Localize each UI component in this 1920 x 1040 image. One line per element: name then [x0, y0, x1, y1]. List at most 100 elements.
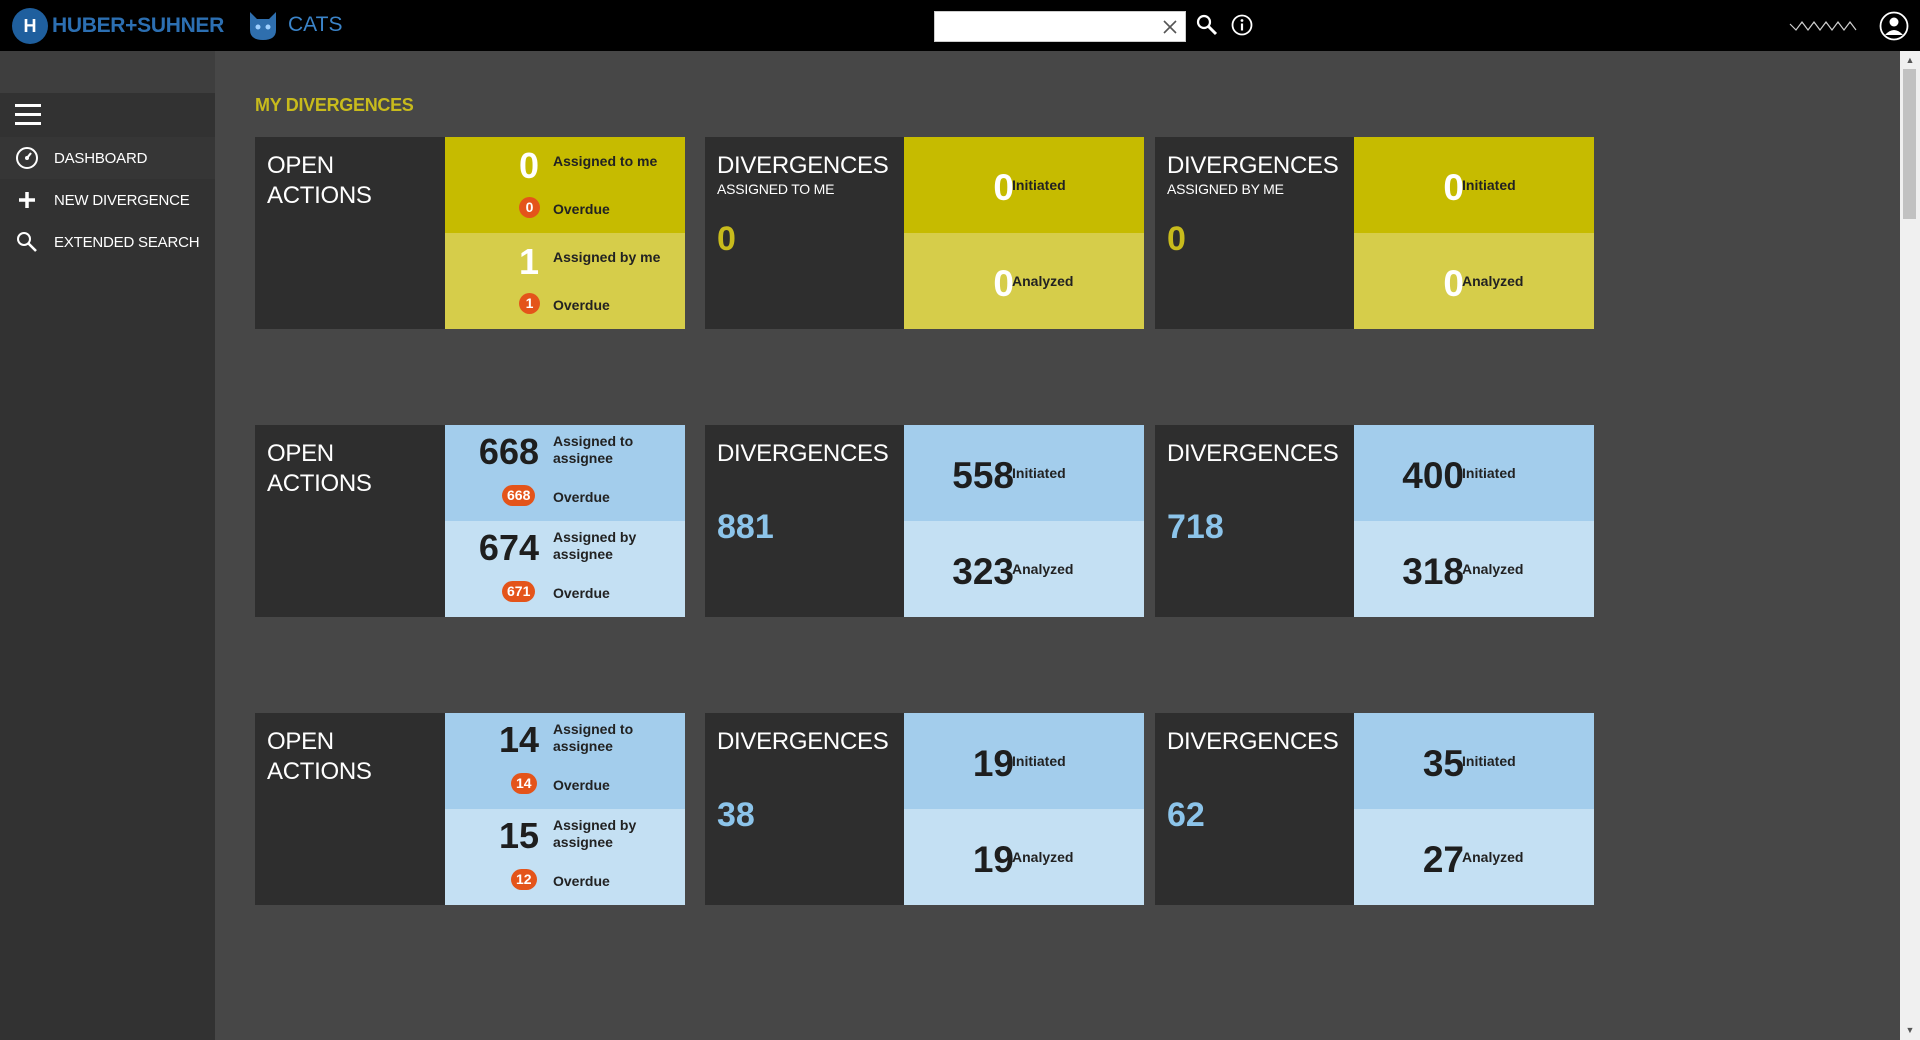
section-title: MY DIVERGENCES — [255, 95, 414, 115]
sidebar-item-new-divergence[interactable]: NEW DIVERGENCE — [0, 179, 215, 221]
initiated-cell[interactable]: 35 Initiated — [1354, 713, 1594, 809]
open-actions-card[interactable]: OPEN ACTIONS 14 Assigned to assignee 14 Ov… — [255, 713, 685, 905]
overdue-badge: 1 — [519, 293, 540, 314]
total-count: 881 — [717, 508, 774, 546]
analyzed-label: Analyzed — [1012, 273, 1074, 289]
stat-label: Assigned to assignee — [553, 433, 634, 466]
app-logo[interactable]: CATS — [246, 8, 342, 42]
overdue-label: Overdue — [553, 489, 610, 505]
analyzed-value: 0 — [1443, 263, 1464, 304]
total-count: 718 — [1167, 508, 1224, 546]
assigned-to-cell[interactable]: 668 Assigned to assignee 668 Overdue — [445, 425, 685, 521]
sidebar-top-strip — [0, 51, 215, 93]
sidebar-item-extended-search[interactable]: EXTENDED SEARCH — [0, 221, 215, 263]
analyzed-cell[interactable]: 318 Analyzed — [1354, 521, 1594, 617]
search-icon[interactable] — [1195, 13, 1219, 37]
card-subtitle: ASSIGNED TO ME — [717, 181, 835, 197]
stat-label: Assigned by assignee — [553, 529, 637, 562]
assigned-to-cell[interactable]: 0 Assigned to me 0 Overdue — [445, 137, 685, 233]
initiated-value: 35 — [1422, 743, 1464, 784]
user-name-graphic — [1789, 21, 1857, 31]
total-count: 0 — [1167, 220, 1186, 258]
card-title: OPEN ACTIONS — [267, 440, 372, 497]
initiated-label: Initiated — [1012, 465, 1066, 481]
scroll-down-icon[interactable]: ▼ — [1905, 1025, 1915, 1035]
stat-value: 668 — [478, 431, 539, 472]
stat-label: Assigned to assignee — [553, 721, 634, 754]
card-header: DIVERGENCES 38 — [705, 713, 904, 905]
scroll-up-icon[interactable]: ▲ — [1905, 55, 1915, 65]
divergences-card[interactable]: DIVERGENCES 881 558 Initiated 323 Analyz… — [705, 425, 1144, 617]
initiated-cell[interactable]: 0 Initiated — [1354, 137, 1594, 233]
sidebar — [0, 51, 215, 1040]
assigned-by-cell[interactable]: 1 Assigned by me 1 Overdue — [445, 233, 685, 329]
analyzed-label: Analyzed — [1012, 849, 1074, 865]
divergences-card[interactable]: DIVERGENCES 718 400 Initiated 318 Analyz… — [1155, 425, 1594, 617]
stat-label: Assigned to me — [553, 153, 658, 169]
card-header: DIVERGENCES 881 — [705, 425, 904, 617]
divergences-assigned-by-me-card[interactable]: DIVERGENCES ASSIGNED BY ME 0 0 Initiated… — [1155, 137, 1594, 329]
card-header: OPEN ACTIONS — [255, 137, 445, 329]
analyzed-value: 27 — [1422, 839, 1464, 880]
analyzed-cell[interactable]: 19 Analyzed — [904, 809, 1144, 905]
initiated-cell[interactable]: 19 Initiated — [904, 713, 1144, 809]
plus-icon — [13, 186, 41, 214]
initiated-value: 558 — [952, 455, 1014, 496]
info-icon[interactable] — [1231, 14, 1253, 36]
analyzed-cell[interactable]: 0 Analyzed — [904, 233, 1144, 329]
card-header: DIVERGENCES 62 — [1155, 713, 1354, 905]
menu-icon[interactable] — [15, 104, 41, 126]
analyzed-cell[interactable]: 323 Analyzed — [904, 521, 1144, 617]
divergences-card[interactable]: DIVERGENCES 62 35 Initiated 27 Analyzed — [1155, 713, 1594, 905]
divergences-card[interactable]: DIVERGENCES 38 19 Initiated 19 Analyzed — [705, 713, 1144, 905]
search-input[interactable] — [935, 12, 1155, 41]
card-subtitle: ASSIGNED BY ME — [1167, 181, 1284, 197]
analyzed-cell[interactable]: 0 Analyzed — [1354, 233, 1594, 329]
scrollbar-thumb[interactable] — [1903, 69, 1916, 219]
sidebar-item-label: NEW DIVERGENCE — [54, 191, 190, 209]
brand-name: HUBER+SUHNER — [52, 14, 225, 37]
initiated-cell[interactable]: 0 Initiated — [904, 137, 1144, 233]
card-header: DIVERGENCES ASSIGNED BY ME 0 — [1155, 137, 1354, 329]
search-icon — [13, 228, 41, 256]
assigned-to-cell[interactable]: 14 Assigned to assignee 14 Overdue — [445, 713, 685, 809]
initiated-value: 19 — [972, 743, 1014, 784]
divergences-assigned-to-me-card[interactable]: DIVERGENCES ASSIGNED TO ME 0 0 Initiated… — [705, 137, 1144, 329]
overdue-label: Overdue — [553, 585, 610, 601]
analyzed-label: Analyzed — [1462, 849, 1524, 865]
initiated-cell[interactable]: 558 Initiated — [904, 425, 1144, 521]
assigned-by-cell[interactable]: 15 Assigned by assignee 12 Overdue — [445, 809, 685, 905]
top-bar: H HUBER+SUHNER CATS — [0, 0, 1920, 51]
open-actions-card[interactable]: OPEN ACTIONS 668 Assigned to assignee 668 … — [255, 425, 685, 617]
analyzed-value: 19 — [972, 839, 1014, 880]
assigned-by-cell[interactable]: 674 Assigned by assignee 671 Overdue — [445, 521, 685, 617]
overdue-badge: 668 — [502, 485, 536, 506]
overdue-label: Overdue — [553, 297, 610, 313]
card-title: DIVERGENCES — [717, 152, 889, 179]
cat-icon — [250, 12, 276, 40]
open-actions-card[interactable]: OPEN ACTIONS 0 Assigned to me 0 Overdue 1… — [255, 137, 685, 329]
initiated-cell[interactable]: 400 Initiated — [1354, 425, 1594, 521]
sidebar-item-label: EXTENDED SEARCH — [54, 233, 200, 251]
analyzed-label: Analyzed — [1462, 273, 1524, 289]
scrollbar[interactable]: ▲ ▼ — [1900, 51, 1920, 1040]
card-header: DIVERGENCES 718 — [1155, 425, 1354, 617]
account-icon[interactable] — [1879, 11, 1909, 41]
analyzed-label: Analyzed — [1012, 561, 1074, 577]
stat-value: 15 — [498, 815, 539, 856]
card-title: DIVERGENCES — [717, 440, 889, 467]
stat-label: Assigned by assignee — [553, 817, 637, 850]
card-header: OPEN ACTIONS — [255, 713, 445, 905]
initiated-value: 0 — [1443, 167, 1464, 208]
brand-mark-icon: H — [12, 8, 48, 44]
brand-logo[interactable]: H HUBER+SUHNER — [12, 8, 224, 44]
stat-value: 0 — [518, 145, 539, 186]
analyzed-cell[interactable]: 27 Analyzed — [1354, 809, 1594, 905]
card-header: DIVERGENCES ASSIGNED TO ME 0 — [705, 137, 904, 329]
stat-value: 674 — [478, 527, 539, 568]
overdue-badge: 0 — [519, 197, 540, 218]
analyzed-value: 323 — [952, 551, 1014, 592]
close-icon[interactable] — [1160, 17, 1180, 37]
initiated-value: 400 — [1402, 455, 1464, 496]
sidebar-item-dashboard[interactable]: DASHBOARD — [0, 137, 215, 179]
